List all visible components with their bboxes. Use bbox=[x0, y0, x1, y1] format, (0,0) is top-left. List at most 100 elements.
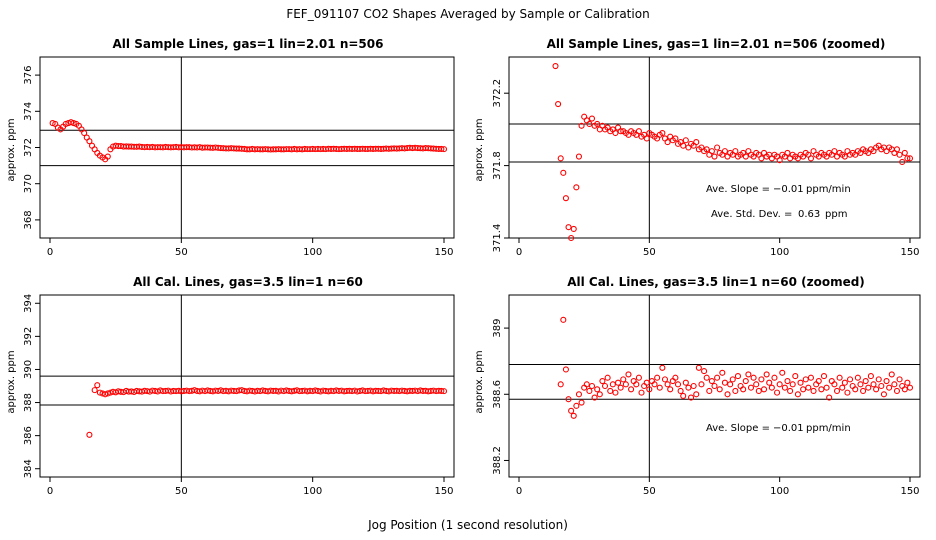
data-point bbox=[690, 382, 697, 390]
data-point bbox=[667, 386, 674, 393]
stddev-annotation-value: 0.63 bbox=[798, 209, 820, 220]
data-point bbox=[570, 412, 577, 419]
data-point bbox=[560, 316, 567, 323]
y-tick-label: 389 bbox=[492, 319, 503, 338]
data-point bbox=[67, 119, 75, 126]
data-point bbox=[578, 122, 585, 129]
data-point bbox=[638, 389, 645, 396]
x-tick-label: 150 bbox=[900, 247, 919, 258]
data-point bbox=[768, 384, 775, 391]
data-point bbox=[724, 391, 731, 398]
data-point bbox=[70, 120, 77, 127]
data-point bbox=[742, 377, 749, 385]
data-point bbox=[753, 381, 760, 388]
data-point bbox=[594, 120, 601, 128]
data-point bbox=[727, 381, 734, 388]
data-point bbox=[86, 431, 93, 438]
data-point bbox=[854, 374, 861, 381]
data-point bbox=[878, 382, 885, 390]
data-point bbox=[860, 387, 867, 395]
data-point bbox=[750, 374, 757, 381]
data-point bbox=[886, 384, 893, 391]
data-point bbox=[807, 374, 814, 381]
data-point bbox=[583, 381, 590, 388]
y-axis-label: approx. ppm bbox=[474, 118, 485, 181]
data-point bbox=[651, 381, 658, 388]
data-point bbox=[899, 158, 906, 166]
y-axis-label: approx. ppm bbox=[6, 118, 17, 181]
data-point bbox=[802, 376, 809, 383]
stddev-annotation-label: Ave. Std. Dev. = bbox=[711, 209, 792, 220]
y-tick-label: 368 bbox=[23, 210, 34, 229]
data-point bbox=[677, 387, 684, 395]
x-axis-label: Jog Position (1 second resolution) bbox=[367, 518, 568, 532]
data-point bbox=[91, 387, 98, 394]
data-point bbox=[601, 382, 609, 390]
plot-frame bbox=[508, 294, 921, 478]
data-point bbox=[687, 394, 695, 401]
data-point bbox=[893, 146, 901, 153]
data-point bbox=[708, 148, 715, 155]
data-point bbox=[643, 135, 650, 142]
y-tick-label: 371.4 bbox=[492, 224, 503, 253]
data-point bbox=[784, 149, 791, 156]
data-point bbox=[831, 381, 838, 388]
data-point bbox=[742, 153, 749, 160]
slope-annotation-value: −0.01 bbox=[773, 184, 804, 195]
x-tick-label: 0 bbox=[516, 486, 522, 497]
data-point bbox=[104, 390, 111, 397]
panel-sample-lines: All Sample Lines, gas=1 lin=2.01 n=506 a… bbox=[6, 37, 455, 258]
data-point bbox=[440, 146, 448, 153]
x-tick-label: 0 bbox=[47, 486, 53, 497]
data-point bbox=[49, 120, 56, 127]
data-point bbox=[573, 402, 580, 409]
data-point bbox=[810, 387, 817, 395]
x-tick-label: 50 bbox=[175, 247, 188, 258]
data-point bbox=[573, 184, 580, 191]
data-point bbox=[672, 374, 679, 381]
data-point bbox=[622, 381, 629, 388]
data-point bbox=[674, 381, 682, 388]
data-point bbox=[893, 387, 901, 395]
slope-annotation-unit: ppm/min bbox=[806, 423, 851, 434]
data-point bbox=[568, 234, 575, 242]
data-point bbox=[846, 376, 854, 383]
data-point bbox=[779, 369, 786, 376]
data-point bbox=[857, 381, 864, 388]
y-tick-label: 384 bbox=[23, 459, 34, 478]
x-tick-label: 150 bbox=[900, 486, 919, 497]
data-point bbox=[873, 386, 880, 393]
y-tick-label: 386 bbox=[23, 426, 34, 445]
x-tick-label: 100 bbox=[770, 247, 789, 258]
data-point bbox=[588, 382, 596, 390]
data-point bbox=[716, 386, 723, 393]
data-point bbox=[659, 364, 666, 371]
data-point bbox=[575, 153, 583, 160]
data-point bbox=[820, 373, 828, 380]
data-point bbox=[682, 137, 689, 144]
data-point bbox=[784, 377, 791, 385]
stddev-annotation-unit: ppm bbox=[825, 209, 847, 220]
x-tick-label: 150 bbox=[434, 247, 453, 258]
x-tick-label: 100 bbox=[303, 486, 322, 497]
data-point bbox=[826, 394, 833, 401]
data-point bbox=[570, 225, 577, 232]
data-point bbox=[568, 407, 575, 414]
data-point bbox=[711, 382, 718, 390]
data-point bbox=[552, 63, 559, 70]
data-point bbox=[562, 366, 569, 373]
data-point bbox=[698, 381, 705, 388]
data-point bbox=[591, 394, 598, 401]
x-tick-label: 150 bbox=[434, 486, 453, 497]
data-point bbox=[787, 387, 794, 395]
y-tick-label: 374 bbox=[23, 102, 34, 121]
panel-title: All Cal. Lines, gas=3.5 lin=1 n=60 bbox=[133, 275, 363, 289]
data-point bbox=[643, 379, 650, 386]
data-point bbox=[612, 389, 619, 396]
data-point bbox=[617, 384, 624, 391]
data-point bbox=[901, 386, 908, 393]
data-point bbox=[693, 391, 700, 398]
data-point bbox=[586, 387, 593, 395]
data-point bbox=[680, 142, 687, 149]
